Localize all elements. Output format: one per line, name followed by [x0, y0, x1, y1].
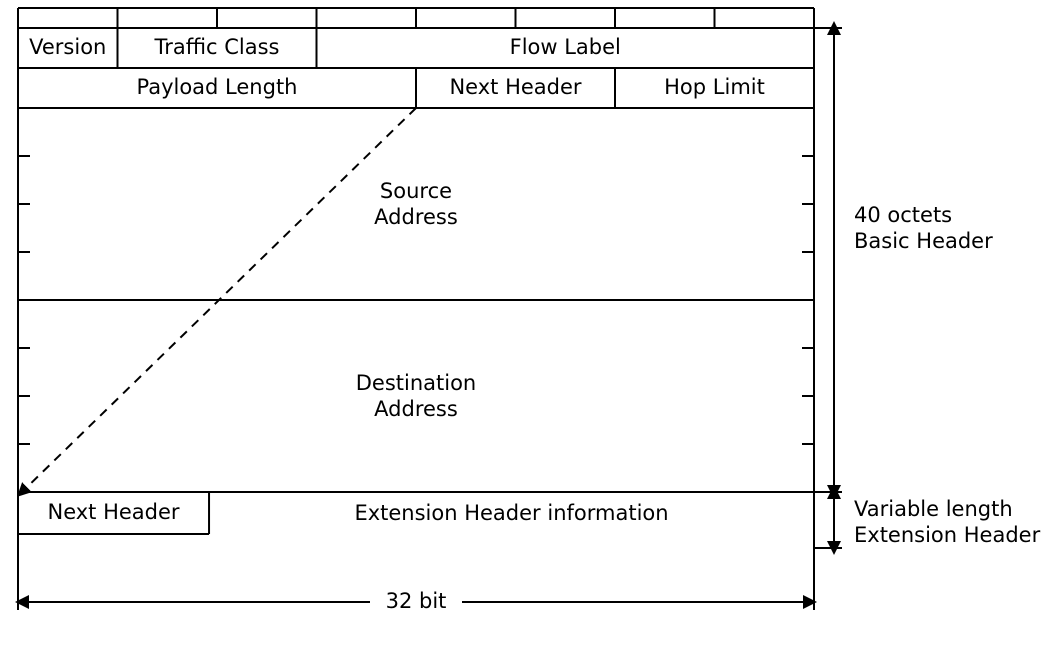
ann-ext-l1: Variable length [854, 497, 1013, 521]
ann-ext-l2: Extension Header [854, 523, 1041, 547]
field-destination-address-l1: Destination [356, 371, 477, 395]
ipv6-header-diagram: Version Traffic Class Flow Label Payload Le… [0, 0, 1053, 646]
ann-basic-l2: Basic Header [854, 229, 993, 253]
field-source-address-l2: Address [374, 205, 458, 229]
field-source-address-l1: Source [380, 179, 452, 203]
field-destination-address-l2: Address [374, 397, 458, 421]
field-payload_length: Payload Length [136, 75, 297, 99]
field-next_header_1: Next Header [449, 75, 581, 99]
field-version: Version [29, 35, 106, 59]
field-hop_limit: Hop Limit [664, 75, 765, 99]
ann-basic-l1: 40 octets [854, 203, 952, 227]
ann-width-label: 32 bit [386, 589, 447, 613]
field-flow_label: Flow Label [510, 35, 621, 59]
field-traffic_class: Traffic Class [153, 35, 279, 59]
field-ext-info: Extension Header information [354, 501, 668, 525]
field-next-header-ext: Next Header [47, 500, 179, 524]
